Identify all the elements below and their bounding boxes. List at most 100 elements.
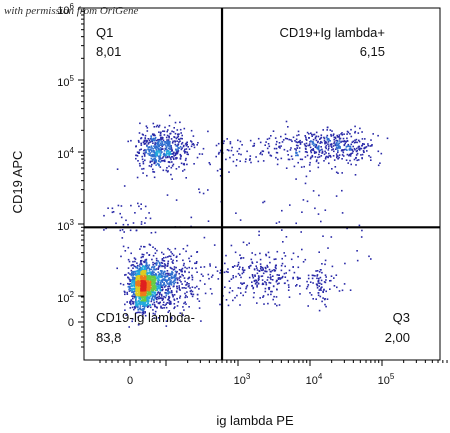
- event-dot: [207, 273, 210, 276]
- event-dot: [287, 154, 289, 156]
- event-dot: [323, 137, 326, 140]
- event-dot: [210, 276, 213, 278]
- event-dot: [137, 316, 139, 319]
- event-dot: [156, 289, 159, 292]
- event-dot: [184, 301, 186, 303]
- event-dot: [142, 304, 145, 306]
- event-dot: [142, 308, 144, 310]
- event-dot: [137, 309, 139, 311]
- event-dot: [295, 285, 297, 287]
- event-dot: [149, 306, 152, 309]
- quadrant-q1-percent: 8,01: [96, 44, 121, 59]
- event-dot: [140, 221, 143, 223]
- event-dot: [310, 150, 312, 152]
- event-dot: [273, 258, 276, 261]
- event-dot: [242, 266, 244, 269]
- event-dot: [291, 140, 293, 143]
- event-dot: [268, 286, 271, 289]
- event-dot: [146, 303, 149, 306]
- event-dot: [338, 154, 341, 156]
- event-dot: [272, 130, 275, 132]
- event-dot: [284, 265, 286, 268]
- event-dot: [242, 241, 245, 244]
- event-dot: [163, 295, 165, 298]
- event-dot: [325, 290, 327, 293]
- event-dot: [131, 280, 134, 283]
- event-dot: [324, 158, 327, 160]
- event-dot: [276, 250, 279, 253]
- event-dot: [354, 125, 356, 128]
- event-dot: [249, 139, 252, 142]
- event-dot: [288, 296, 291, 298]
- event-dot: [145, 151, 147, 153]
- event-dot: [147, 289, 150, 291]
- event-dot: [134, 212, 136, 214]
- event-dot: [283, 148, 286, 151]
- event-dot: [133, 257, 136, 259]
- event-dot: [299, 285, 301, 287]
- event-dot: [313, 151, 316, 153]
- event-dot: [158, 164, 160, 167]
- event-dot: [287, 158, 290, 161]
- event-dot: [185, 157, 187, 160]
- event-dot: [356, 141, 358, 144]
- event-dot: [305, 145, 307, 147]
- event-dot: [223, 271, 226, 274]
- event-dot: [309, 170, 311, 172]
- event-dot: [177, 301, 180, 303]
- event-dot: [170, 284, 173, 286]
- event-dot: [147, 298, 149, 300]
- event-dot: [145, 269, 148, 272]
- event-dot: [167, 170, 169, 172]
- y-tick-label: 103: [57, 218, 74, 233]
- event-dot: [159, 301, 161, 304]
- event-dot: [143, 279, 146, 281]
- plot-frame: [83, 7, 441, 361]
- event-dot: [321, 141, 323, 144]
- event-dot: [352, 145, 354, 148]
- event-dot: [319, 295, 322, 298]
- event-dot: [278, 221, 281, 223]
- event-dot: [290, 147, 292, 149]
- event-dot: [306, 200, 309, 203]
- event-dot: [143, 306, 146, 309]
- event-dot: [158, 265, 161, 268]
- event-dot: [173, 266, 176, 268]
- event-dot: [354, 174, 357, 176]
- event-dot: [236, 265, 239, 267]
- event-dot: [192, 143, 195, 145]
- event-dot: [309, 161, 311, 164]
- event-dot: [165, 154, 168, 157]
- event-dot: [136, 288, 138, 290]
- event-dot: [140, 280, 142, 282]
- event-dot: [271, 269, 274, 272]
- event-dot: [168, 125, 171, 127]
- event-dot: [175, 290, 178, 292]
- event-dot: [341, 132, 343, 134]
- event-dot: [132, 260, 134, 263]
- event-dot: [242, 257, 245, 259]
- event-dot: [219, 269, 222, 272]
- event-dot: [281, 275, 284, 278]
- event-dot: [141, 267, 143, 269]
- event-dot: [146, 144, 148, 147]
- event-dot: [211, 292, 213, 295]
- event-dot: [170, 316, 173, 319]
- event-dot: [255, 265, 257, 267]
- event-dot: [318, 151, 321, 153]
- event-dot: [348, 148, 351, 150]
- event-dot: [310, 294, 313, 296]
- event-dot: [207, 189, 209, 191]
- event-dot: [223, 140, 225, 142]
- event-dot: [198, 288, 200, 290]
- event-dot: [139, 308, 141, 311]
- event-dot: [159, 262, 161, 265]
- event-dot: [155, 264, 158, 266]
- event-dot: [288, 286, 290, 288]
- event-dot: [278, 282, 280, 285]
- event-dot: [180, 281, 182, 283]
- event-dot: [333, 277, 335, 279]
- event-dot: [262, 283, 265, 285]
- event-dot: [176, 278, 179, 281]
- event-dot: [174, 277, 177, 279]
